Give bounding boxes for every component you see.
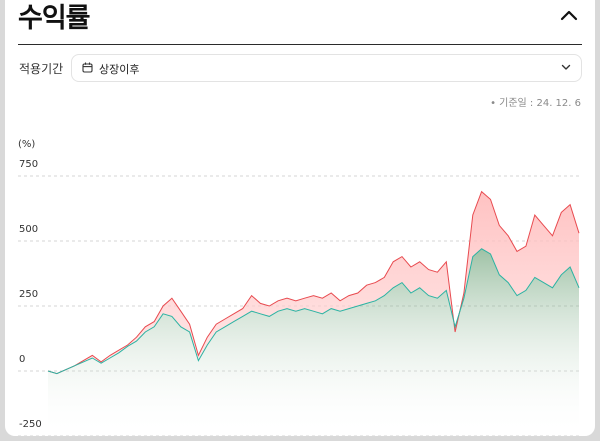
y-tick-label: 750 xyxy=(19,159,39,170)
period-select[interactable]: 상장이후 xyxy=(71,54,582,82)
section-title: 수익률 xyxy=(18,3,91,34)
y-tick-label: 250 xyxy=(19,289,39,300)
series-1-line xyxy=(47,190,580,375)
chevron-up-icon xyxy=(560,10,578,21)
series-2-area xyxy=(48,248,579,436)
y-tick-label: 0 xyxy=(19,354,26,365)
period-label: 적용기간 xyxy=(19,62,64,76)
returns-card: 수익률 적용기간 상장이후 • 기준일 : 24. 12. 6 (%) 750 … xyxy=(5,0,595,436)
y-tick-label: -250 xyxy=(19,419,42,430)
series-2-line xyxy=(47,248,580,375)
y-tick-label: 500 xyxy=(19,224,39,235)
period-row: 적용기간 상장이후 xyxy=(18,54,582,82)
calendar-icon xyxy=(82,62,93,73)
section-header: 수익률 xyxy=(18,0,582,45)
y-unit-label: (%) xyxy=(18,139,36,150)
returns-chart xyxy=(18,175,582,436)
collapse-button[interactable] xyxy=(556,2,582,28)
period-value: 상장이후 xyxy=(99,63,140,76)
base-date: • 기준일 : 24. 12. 6 xyxy=(490,98,581,109)
chevron-down-icon xyxy=(561,64,571,70)
